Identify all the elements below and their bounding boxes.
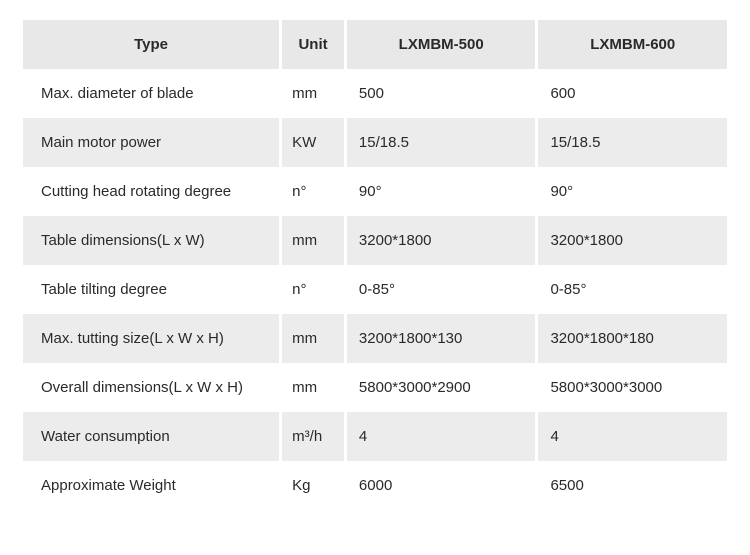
- cell-value-1: 90°: [347, 167, 536, 216]
- cell-type: Table dimensions(L x W): [23, 216, 279, 265]
- cell-unit: n°: [282, 265, 344, 314]
- table-row: Water consumption m³/h 4 4: [23, 412, 727, 461]
- cell-type: Water consumption: [23, 412, 279, 461]
- table-row: Max. tutting size(L x W x H) mm 3200*180…: [23, 314, 727, 363]
- cell-value-2: 3200*1800: [538, 216, 727, 265]
- cell-value-2: 90°: [538, 167, 727, 216]
- cell-value-1: 5800*3000*2900: [347, 363, 536, 412]
- cell-type: Table tilting degree: [23, 265, 279, 314]
- cell-unit: Kg: [282, 461, 344, 510]
- cell-unit: mm: [282, 69, 344, 118]
- table-row: Cutting head rotating degree n° 90° 90°: [23, 167, 727, 216]
- table-row: Table tilting degree n° 0-85° 0-85°: [23, 265, 727, 314]
- cell-type: Max. tutting size(L x W x H): [23, 314, 279, 363]
- cell-value-1: 4: [347, 412, 536, 461]
- cell-value-1: 3200*1800: [347, 216, 536, 265]
- table-row: Table dimensions(L x W) mm 3200*1800 320…: [23, 216, 727, 265]
- cell-value-1: 6000: [347, 461, 536, 510]
- cell-unit: n°: [282, 167, 344, 216]
- cell-type: Max. diameter of blade: [23, 69, 279, 118]
- table-row: Main motor power KW 15/18.5 15/18.5: [23, 118, 727, 167]
- cell-type: Approximate Weight: [23, 461, 279, 510]
- cell-value-2: 600: [538, 69, 727, 118]
- table-row: Overall dimensions(L x W x H) mm 5800*30…: [23, 363, 727, 412]
- table-row: Approximate Weight Kg 6000 6500: [23, 461, 727, 510]
- cell-value-1: 0-85°: [347, 265, 536, 314]
- cell-value-1: 500: [347, 69, 536, 118]
- header-product-2: LXMBM-600: [538, 20, 727, 69]
- cell-unit: mm: [282, 314, 344, 363]
- specifications-table: Type Unit LXMBM-500 LXMBM-600 Max. diame…: [20, 20, 730, 510]
- table-header-row: Type Unit LXMBM-500 LXMBM-600: [23, 20, 727, 69]
- cell-value-2: 0-85°: [538, 265, 727, 314]
- cell-value-2: 4: [538, 412, 727, 461]
- cell-value-2: 5800*3000*3000: [538, 363, 727, 412]
- cell-unit: KW: [282, 118, 344, 167]
- cell-type: Cutting head rotating degree: [23, 167, 279, 216]
- cell-unit: m³/h: [282, 412, 344, 461]
- table-row: Max. diameter of blade mm 500 600: [23, 69, 727, 118]
- table-body: Max. diameter of blade mm 500 600 Main m…: [23, 69, 727, 510]
- header-type: Type: [23, 20, 279, 69]
- cell-value-2: 15/18.5: [538, 118, 727, 167]
- cell-unit: mm: [282, 216, 344, 265]
- cell-type: Overall dimensions(L x W x H): [23, 363, 279, 412]
- header-product-1: LXMBM-500: [347, 20, 536, 69]
- header-unit: Unit: [282, 20, 344, 69]
- cell-type: Main motor power: [23, 118, 279, 167]
- cell-value-1: 15/18.5: [347, 118, 536, 167]
- cell-value-2: 3200*1800*180: [538, 314, 727, 363]
- cell-value-1: 3200*1800*130: [347, 314, 536, 363]
- cell-value-2: 6500: [538, 461, 727, 510]
- cell-unit: mm: [282, 363, 344, 412]
